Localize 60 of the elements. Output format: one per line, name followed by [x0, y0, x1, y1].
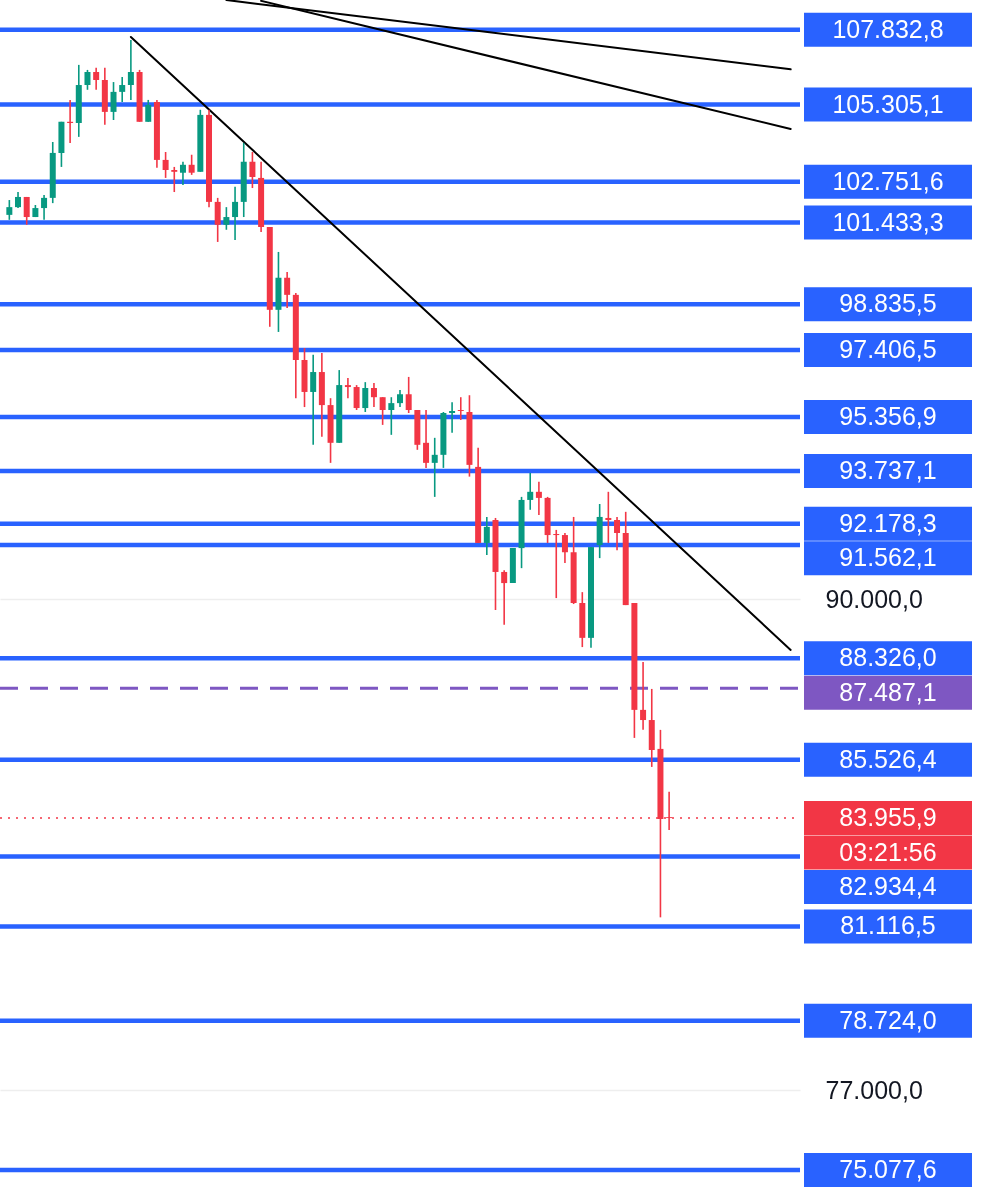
candlestick [6, 199, 13, 221]
y-tick-label: 90.000,0 [825, 584, 923, 613]
ref-line-label: 97.406,5 [839, 335, 937, 364]
candlestick [171, 166, 178, 193]
ref-line-label: 88.326,0 [839, 643, 937, 672]
candlestick [405, 376, 412, 414]
candlestick [614, 516, 621, 551]
candlestick [179, 160, 186, 186]
candlestick [353, 384, 360, 411]
candlestick [110, 81, 117, 121]
candlestick [362, 381, 369, 413]
candlestick [431, 437, 438, 498]
ref-line-label: 82.934,4 [839, 872, 937, 901]
ref-line-label: 95.356,9 [839, 402, 937, 431]
candlestick [41, 194, 48, 221]
candlestick [501, 569, 508, 626]
candlestick [188, 153, 195, 176]
candlestick [457, 396, 464, 421]
candlestick [310, 354, 317, 446]
candlestick [561, 532, 568, 564]
ref-line-label: 102.751,6 [832, 166, 944, 195]
ref-line-label: 78.724,0 [839, 1005, 937, 1034]
y-tick-label: 77.000,0 [825, 1075, 923, 1104]
ref-line-label: 92.178,3 [839, 508, 937, 537]
candlestick [605, 491, 612, 544]
candlestick [535, 480, 542, 516]
candlestick [640, 661, 647, 731]
ref-line-label: 107.832,8 [832, 14, 944, 43]
candlestick [370, 382, 377, 408]
candlestick [483, 516, 490, 556]
candlestick [232, 186, 239, 241]
candlestick [223, 206, 230, 231]
candlestick [127, 39, 134, 101]
ref-line-label: 101.433,3 [832, 207, 944, 236]
ref-line-label: 81.116,5 [840, 911, 936, 940]
candlestick [119, 76, 126, 103]
candlestick [284, 271, 291, 309]
ref-line-label: 85.526,4 [839, 744, 937, 773]
candlestick [379, 396, 386, 426]
candlestick [423, 409, 430, 469]
ref-line-label: 105.305,1 [832, 89, 944, 118]
ref-line-label: 98.835,5 [839, 289, 937, 318]
candlestick [93, 67, 100, 91]
candlestick [145, 99, 152, 123]
candlestick [249, 151, 256, 189]
ref-line-label: 75.077,6 [839, 1155, 937, 1184]
text: 03:21:56 [839, 837, 937, 866]
candlestick [553, 529, 560, 599]
ref-line-label: 93.737,1 [839, 456, 937, 485]
candlestick [214, 197, 221, 243]
candlestick [162, 151, 169, 179]
candlestick [449, 401, 456, 434]
ref-line-label: 91.562,1 [839, 543, 937, 572]
candlestick [23, 196, 30, 226]
candlestick [527, 472, 534, 511]
candlestick [84, 69, 91, 91]
ref-line-label: 83.955,9 [839, 803, 937, 832]
candlestick [388, 396, 395, 436]
candlestick [344, 377, 351, 399]
ref-line-label: 87.487,1 [839, 677, 937, 706]
